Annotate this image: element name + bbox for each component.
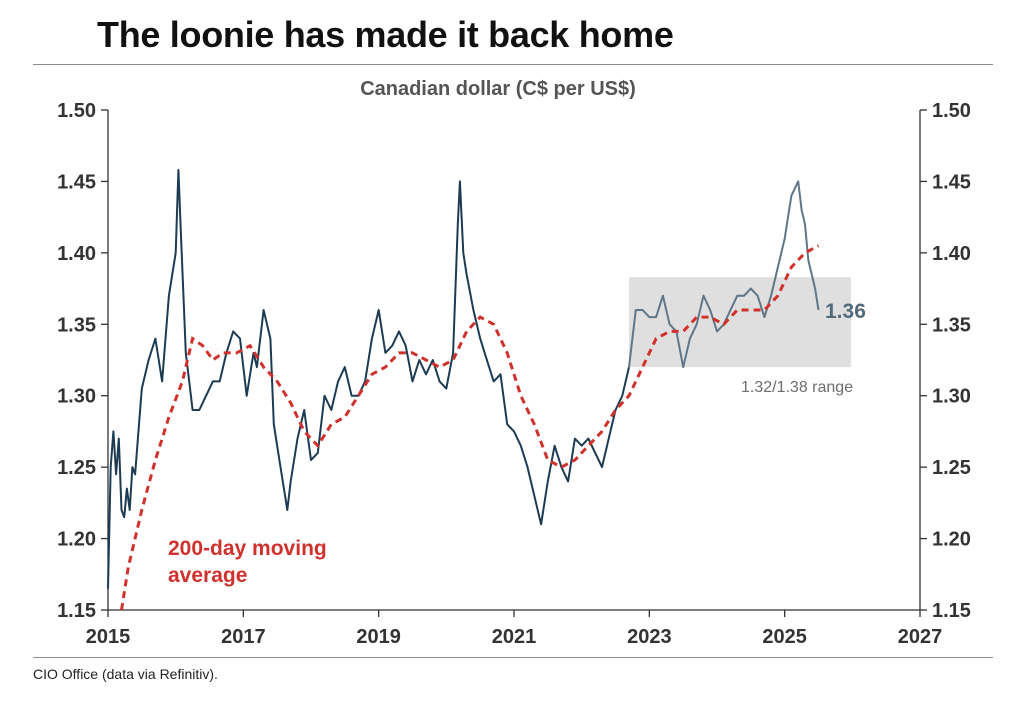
range-band [629,277,851,368]
range-label: 1.32/1.38 range [741,379,853,396]
top-divider [33,64,993,65]
y-tick-label-right: 1.35 [932,314,971,336]
cad-exchange-rate-line [107,169,630,589]
x-tick-label: 2027 [898,626,943,648]
y-tick-label-left: 1.20 [57,529,96,551]
y-tick-label-right: 1.50 [932,100,971,122]
y-tick-label-left: 1.30 [57,386,96,408]
cad-exchange-rate-line-in-range [628,180,820,369]
moving-average-label-line1: 200-day moving [168,537,327,560]
y-tick-label-left: 1.40 [57,243,96,265]
source-note: CIO Office (data via Refinitiv). [33,666,218,682]
chart-subtitle: Canadian dollar (C$ per US$) [360,78,636,100]
y-tick-label-right: 1.30 [932,386,971,408]
y-tick-label-left: 1.50 [57,100,96,122]
y-tick-label-right: 1.45 [932,171,971,193]
x-tick-label: 2025 [762,626,807,648]
y-axis-ticks: 1.50 1.50 1.45 1.45 1.40 1.40 1.35 1.35 1.30 1.30… [57,100,971,622]
x-axis-ticks: 2015 2017 2019 2021 2023 2025 2027 [86,610,943,648]
y-tick-label-right: 1.20 [932,529,971,551]
chart-title: The loonie has made it back home [97,14,674,55]
y-tick-label-right: 1.40 [932,243,971,265]
y-tick-label-left: 1.35 [57,314,96,336]
y-tick-label-left: 1.15 [57,600,96,622]
moving-average-label-line2: average [168,564,247,587]
y-tick-label-right: 1.25 [932,457,971,479]
x-tick-label: 2021 [492,626,537,648]
last-value-label: 1.36 [825,300,866,323]
x-tick-label: 2019 [356,626,401,648]
x-tick-label: 2015 [86,626,131,648]
y-tick-label-left: 1.25 [57,457,96,479]
y-tick-label-right: 1.15 [932,600,971,622]
moving-average-line [120,244,820,611]
bottom-divider [33,657,993,658]
x-tick-label: 2023 [627,626,672,648]
y-tick-label-left: 1.45 [57,171,96,193]
x-tick-label: 2017 [221,626,266,648]
